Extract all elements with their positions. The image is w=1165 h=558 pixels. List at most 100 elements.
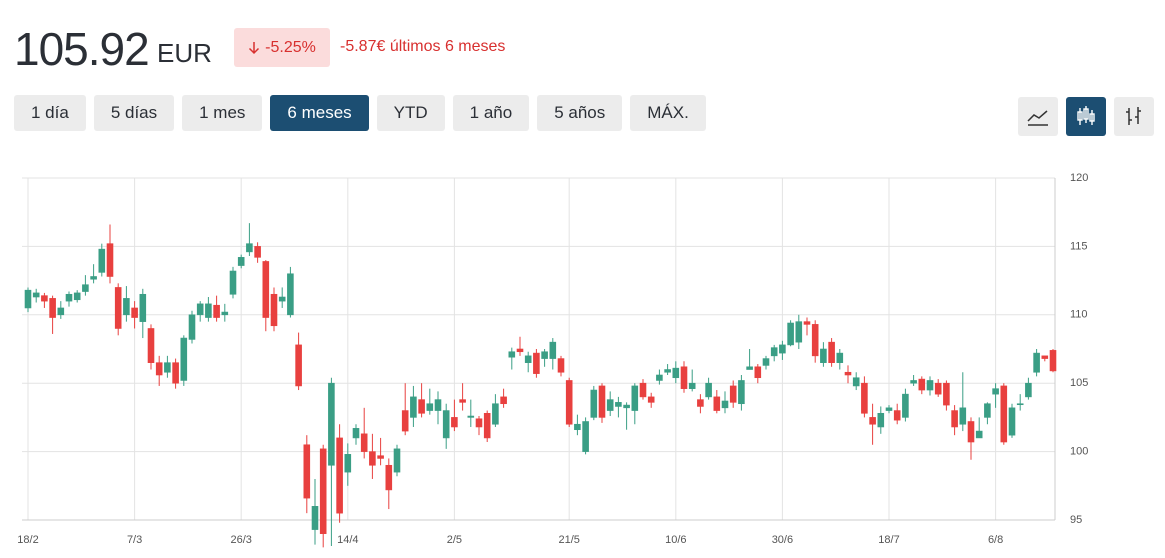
x-tick-label: 2/5 [447, 534, 462, 546]
candle-body [951, 410, 958, 428]
candle-body [852, 377, 860, 387]
candle-body [82, 284, 89, 292]
ohlc-chart-button[interactable] [1114, 97, 1154, 136]
candle-body [1016, 403, 1024, 406]
candle-body [500, 396, 507, 405]
candle-body [672, 367, 680, 379]
candle-body [943, 382, 950, 406]
candle-body [377, 455, 384, 459]
candle-body [434, 399, 442, 411]
candle-body [360, 433, 368, 452]
price: 105.92 [14, 23, 150, 75]
candle-body [475, 418, 483, 428]
candle-body [582, 421, 589, 452]
candle-body [721, 400, 729, 409]
candle-body [451, 417, 458, 428]
candle-body [516, 348, 524, 353]
candle-body [787, 322, 794, 346]
range-button[interactable]: 6 meses [270, 95, 369, 131]
candle-body [893, 410, 901, 421]
candle-body [754, 366, 762, 379]
range-button[interactable]: MÁX. [630, 95, 706, 131]
candle-body [131, 307, 138, 318]
candle-body [1049, 350, 1057, 372]
y-tick-label: 115 [1070, 240, 1088, 252]
x-tick-label: 21/5 [558, 534, 579, 546]
candle-body [41, 295, 48, 302]
candle-body [467, 415, 475, 418]
candle-body [303, 444, 311, 499]
range-button[interactable]: 1 año [452, 95, 530, 131]
candle-body [1041, 355, 1049, 359]
candle-body [811, 324, 819, 357]
candle-body [393, 448, 401, 473]
candle-body [565, 380, 573, 425]
candle-body [680, 366, 688, 389]
candle-body [24, 289, 32, 309]
y-tick-label: 110 [1070, 309, 1088, 321]
candle-body [549, 341, 557, 359]
candle-body [49, 298, 56, 318]
x-tick-label: 6/8 [988, 534, 1003, 546]
y-tick-label: 105 [1070, 377, 1088, 389]
range-button[interactable]: YTD [376, 95, 445, 131]
candle-body [270, 293, 278, 327]
candle-body [844, 371, 852, 376]
candle-body [770, 347, 778, 357]
candle-body [287, 273, 294, 316]
candle-body [861, 382, 868, 414]
candle-body [836, 352, 844, 363]
candle-body [877, 412, 885, 428]
candle-body [418, 399, 425, 414]
candle-body [557, 358, 565, 373]
x-tick-label: 18/7 [878, 534, 899, 546]
candle-body [828, 341, 835, 363]
candle-body [483, 412, 491, 439]
change-text: -5.87€ últimos 6 meses [340, 38, 506, 55]
range-button[interactable]: 1 día [14, 95, 86, 131]
range-buttons: 1 día 5 días 1 mes 6 meses YTD 1 año 5 años MÁX… [14, 95, 706, 131]
range-button[interactable]: 5 años [537, 95, 623, 131]
line-chart-button[interactable] [1018, 97, 1058, 136]
candle-body [254, 246, 261, 258]
candle-body [795, 321, 803, 343]
candle-body [590, 389, 598, 418]
candle-body [705, 382, 712, 398]
candle-body [344, 454, 352, 473]
candle-body [934, 382, 942, 395]
candle-body [336, 437, 343, 514]
candle-body [746, 366, 753, 370]
candle-body [984, 403, 991, 418]
candle-body [631, 385, 639, 411]
candle-body [139, 293, 147, 322]
candle-body [1025, 382, 1032, 398]
range-button[interactable]: 1 mes [182, 95, 263, 131]
candle-body [328, 382, 335, 466]
candle-body [106, 243, 114, 277]
candle-body [262, 261, 270, 318]
candle-body [65, 293, 73, 302]
candle-body [164, 362, 171, 373]
candle-body [959, 407, 967, 425]
candle-body [967, 421, 975, 443]
candle-body [155, 362, 163, 376]
candle-body [762, 358, 770, 366]
candle-chart-button[interactable] [1066, 97, 1106, 136]
range-button[interactable]: 5 días [93, 95, 175, 131]
candle-body [57, 307, 65, 316]
candle-body [1008, 407, 1016, 436]
candle-body [713, 396, 721, 411]
candle-body [123, 298, 130, 316]
candle-body [221, 311, 229, 316]
candle-body [90, 276, 97, 280]
x-tick-label: 14/4 [337, 534, 358, 546]
candle-body [574, 423, 581, 431]
candle-body [311, 506, 319, 530]
candle-body [295, 344, 302, 387]
candle-body [606, 399, 614, 411]
candle-body [205, 303, 212, 318]
x-tick-label: 26/3 [230, 534, 251, 546]
candle-body [656, 374, 663, 381]
candle-body [188, 314, 196, 340]
candle-body [32, 292, 40, 298]
